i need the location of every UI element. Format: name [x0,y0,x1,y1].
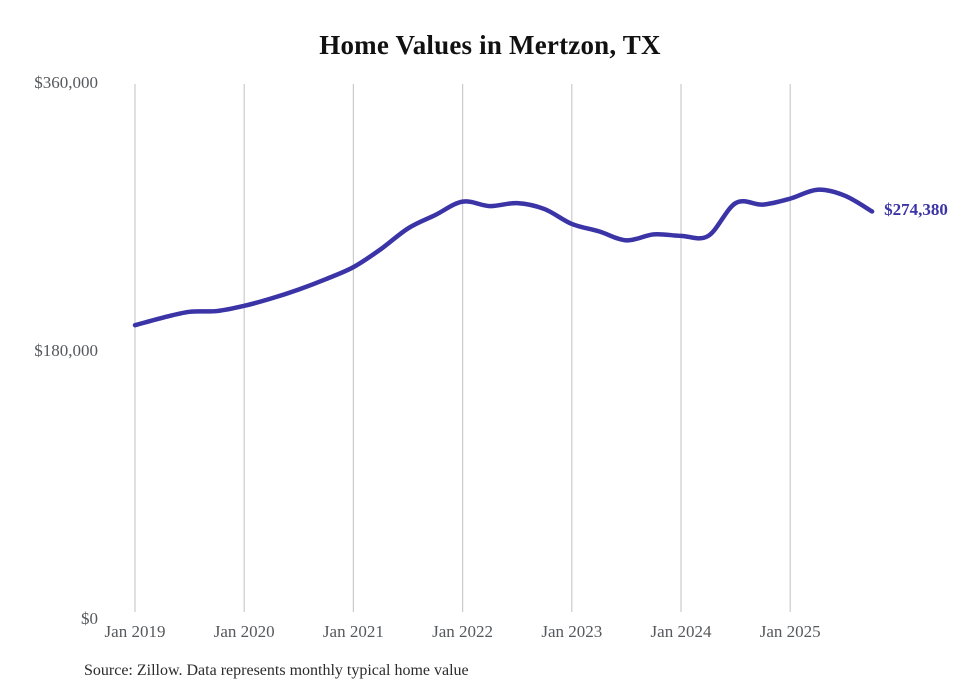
x-tick-label-jan-2021: Jan 2021 [322,622,384,641]
x-tick-label-jan-2024: Jan 2024 [650,622,712,641]
home-value-line-series [132,187,875,328]
x-tick-label-jan-2019: Jan 2019 [104,622,166,641]
gridlines-group [134,84,791,612]
x-tick-label-jan-2023: Jan 2023 [541,622,603,641]
x-tick-label-jan-2022: Jan 2022 [432,622,494,641]
source-note: Source: Zillow. Data represents monthly … [84,662,469,679]
x-tick-label-jan-2020: Jan 2020 [213,622,275,641]
y-tick-label-0: $0 [81,609,98,628]
y-tick-label-180000: $180,000 [34,341,98,360]
x-tick-label-jan-2025: Jan 2025 [759,622,821,641]
series-end-value-label: $274,380 [884,200,948,220]
y-tick-label-360000: $360,000 [34,73,98,92]
chart-title: Home Values in Mertzon, TX [319,30,661,60]
